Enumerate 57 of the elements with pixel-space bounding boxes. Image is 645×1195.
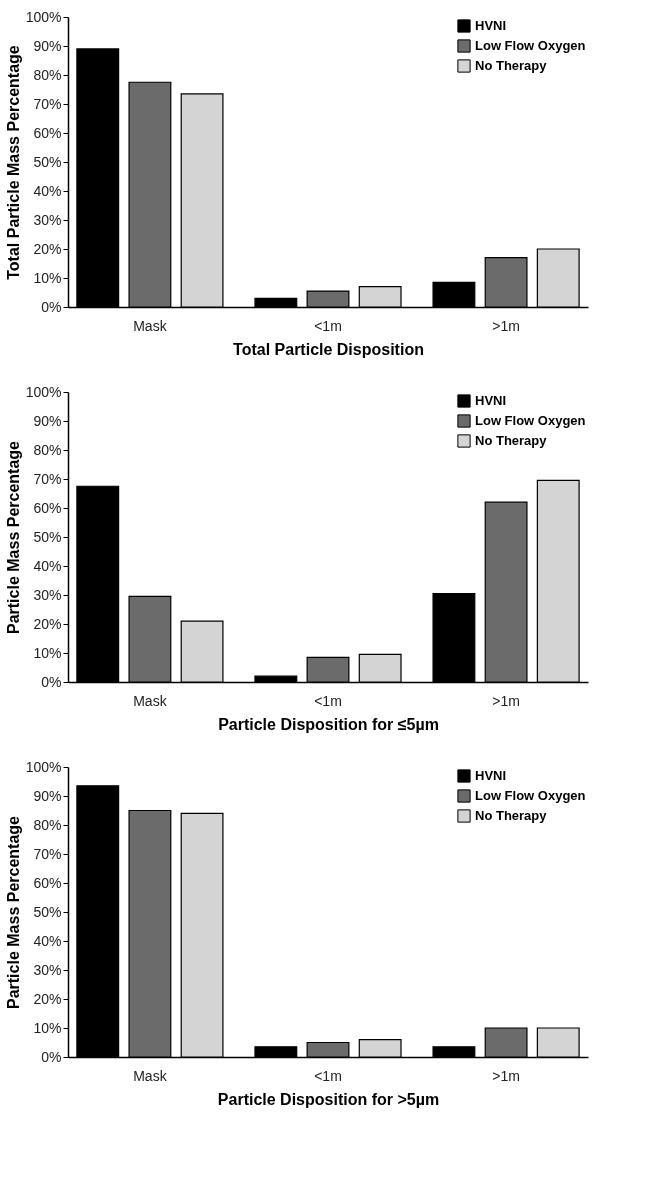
legend-label: Low Flow Oxygen [475, 413, 586, 428]
y-tick-label: 0% [41, 1048, 62, 1065]
x-tick-label: Mask [133, 1067, 168, 1084]
x-axis-title: Particle Disposition for >5µm [217, 1090, 440, 1108]
y-tick-label: 40% [33, 932, 62, 949]
y-tick-label: 90% [33, 412, 62, 429]
y-tick-label: 0% [41, 298, 62, 315]
legend-label: No Therapy [475, 433, 548, 448]
y-tick-label: 10% [33, 1019, 62, 1036]
y-tick-label: 40% [33, 557, 62, 574]
legend-label: No Therapy [475, 808, 548, 823]
y-tick-label: 60% [33, 499, 62, 516]
y-tick-label: 20% [33, 615, 62, 632]
y-tick-label: 70% [33, 845, 62, 862]
y-axis-title: Total Particle Mass Percentage [4, 45, 22, 280]
x-axis-title: Particle Disposition for ≤5µm [218, 715, 439, 733]
y-axis-title: Particle Mass Percentage [4, 440, 22, 634]
y-tick-label: 60% [33, 874, 62, 891]
legend-label: Low Flow Oxygen [475, 788, 586, 803]
x-tick-label: >1m [492, 692, 520, 709]
y-tick-label: 90% [33, 37, 62, 54]
x-tick-label: >1m [492, 317, 520, 334]
y-axis-title: Particle Mass Percentage [4, 815, 22, 1009]
y-tick-label: 90% [33, 787, 62, 804]
y-tick-label: 50% [33, 153, 62, 170]
y-tick-label: 40% [33, 182, 62, 199]
y-tick-label: 80% [33, 441, 62, 458]
legend-label: HVNI [475, 393, 507, 408]
legend-label: HVNI [475, 768, 507, 783]
x-tick-label: <1m [314, 317, 342, 334]
x-tick-label: <1m [314, 1067, 342, 1084]
y-tick-label: 100% [25, 758, 62, 775]
y-tick-label: 70% [33, 95, 62, 112]
y-tick-label: 30% [33, 961, 62, 978]
legend-label: No Therapy [475, 58, 548, 73]
y-tick-label: 50% [33, 903, 62, 920]
legend-label: Low Flow Oxygen [475, 38, 586, 53]
x-tick-label: >1m [492, 1067, 520, 1084]
y-tick-label: 30% [33, 586, 62, 603]
y-tick-label: 100% [25, 8, 62, 25]
y-tick-label: 30% [33, 211, 62, 228]
y-tick-label: 60% [33, 124, 62, 141]
y-tick-label: 80% [33, 66, 62, 83]
y-tick-label: 20% [33, 240, 62, 257]
x-tick-label: Mask [133, 317, 168, 334]
y-tick-label: 10% [33, 269, 62, 286]
y-tick-label: 70% [33, 470, 62, 487]
y-tick-label: 100% [25, 383, 62, 400]
legend-label: HVNI [475, 18, 507, 33]
y-tick-label: 10% [33, 644, 62, 661]
x-tick-label: Mask [133, 692, 168, 709]
y-tick-label: 0% [41, 673, 62, 690]
y-tick-label: 80% [33, 816, 62, 833]
y-tick-label: 20% [33, 990, 62, 1007]
x-axis-title: Total Particle Disposition [233, 340, 424, 358]
x-tick-label: <1m [314, 692, 342, 709]
y-tick-label: 50% [33, 528, 62, 545]
